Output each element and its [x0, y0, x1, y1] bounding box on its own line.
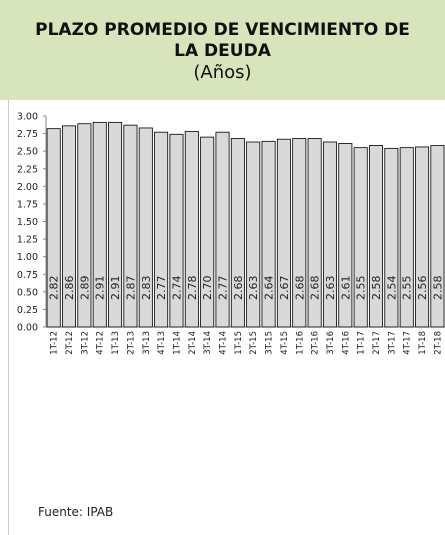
bar	[108, 121, 123, 328]
x-tick-label: 1T-12	[50, 331, 60, 355]
bar	[154, 131, 169, 328]
y-tick-label: 0.50	[17, 287, 38, 298]
y-tick-label: 0.75	[17, 270, 38, 281]
x-tick-label: 3T-13	[142, 331, 152, 355]
bar	[307, 138, 322, 328]
x-tick-label: 3T-12	[80, 331, 90, 355]
data-label: 2.83	[140, 276, 153, 301]
x-tick-label: 3T-16	[326, 331, 336, 355]
data-label: 2.68	[293, 276, 306, 301]
header: PLAZO PROMEDIO DE VENCIMIENTO DE LA DEUD…	[0, 0, 445, 100]
x-tick-label: 4T-14	[219, 331, 229, 355]
bar	[338, 143, 353, 328]
y-tick-label: 0.25	[17, 305, 38, 316]
bar	[46, 128, 61, 328]
bar	[261, 140, 276, 328]
bar	[276, 138, 291, 328]
bar	[384, 147, 399, 328]
bar	[322, 141, 337, 328]
y-tick-label: 1.00	[17, 252, 38, 263]
x-tick-label: 3T-15	[265, 331, 275, 355]
chart-frame	[8, 100, 445, 535]
x-tick-label: 1T-18	[418, 331, 428, 355]
data-label: 2.55	[355, 276, 368, 301]
x-tick-label: 3T-17	[387, 331, 397, 355]
data-label: 2.54	[385, 276, 398, 301]
data-label: 2.58	[370, 276, 383, 301]
x-tick-label: 1T-14	[172, 331, 182, 355]
x-tick-label: 4T-16	[341, 331, 351, 355]
chart-title: PLAZO PROMEDIO DE VENCIMIENTO DE LA DEUD…	[35, 20, 410, 61]
y-tick-label: 2.25	[17, 164, 38, 175]
data-label: 2.77	[217, 276, 230, 301]
x-tick-label: 4T-17	[403, 331, 413, 355]
bar	[415, 146, 430, 328]
x-tick-label: 2T-12	[65, 331, 75, 355]
y-tick-label: 3.00	[17, 112, 38, 123]
data-label: 2.58	[431, 276, 444, 301]
data-label: 2.63	[247, 276, 260, 301]
bar	[169, 133, 184, 328]
bar	[353, 147, 368, 328]
x-tick-label: 1T-16	[295, 331, 305, 355]
x-tick-label: 1T-17	[357, 331, 367, 355]
bar	[200, 136, 215, 328]
data-label: 2.77	[155, 276, 168, 301]
bar	[92, 121, 107, 328]
x-tick-label: 1T-15	[234, 331, 244, 355]
bar	[369, 145, 384, 328]
data-label: 2.91	[109, 276, 122, 301]
data-label: 2.67	[278, 276, 291, 301]
x-tick-label: 2T-14	[188, 331, 198, 355]
data-label: 2.82	[48, 276, 61, 301]
data-label: 2.68	[232, 276, 245, 301]
x-tick-label: 1T-13	[111, 331, 121, 355]
x-tick-label: 2T-17	[372, 331, 382, 355]
data-label: 2.56	[416, 276, 429, 301]
data-label: 2.68	[309, 276, 322, 301]
bar	[246, 141, 261, 328]
bar	[230, 138, 245, 328]
data-label: 2.91	[94, 276, 107, 301]
bar	[77, 123, 92, 328]
x-tick-label: 2T-18	[433, 331, 443, 355]
bar	[399, 147, 414, 328]
data-label: 2.55	[401, 276, 414, 301]
data-label: 2.70	[201, 276, 214, 301]
y-tick-label: 0.00	[17, 323, 38, 334]
data-label: 2.63	[324, 276, 337, 301]
bar	[123, 124, 138, 328]
bar	[62, 125, 77, 328]
y-tick-label: 2.00	[17, 182, 38, 193]
y-tick-label: 1.50	[17, 217, 38, 228]
x-tick-label: 2T-15	[249, 331, 259, 355]
data-label: 2.87	[124, 276, 137, 301]
x-tick-label: 4T-15	[280, 331, 290, 355]
x-tick-label: 4T-12	[96, 331, 106, 355]
x-tick-label: 2T-16	[311, 331, 321, 355]
data-label: 2.89	[78, 276, 91, 301]
data-label: 2.64	[263, 276, 276, 301]
x-tick-label: 4T-13	[157, 331, 167, 355]
y-tick-label: 1.75	[17, 199, 38, 210]
data-label: 2.86	[63, 276, 76, 301]
data-label: 2.74	[170, 276, 183, 301]
bar	[215, 131, 230, 328]
bar	[430, 145, 445, 328]
data-label: 2.78	[186, 276, 199, 301]
bar	[138, 127, 153, 328]
x-tick-label: 2T-13	[126, 331, 136, 355]
y-tick-label: 1.25	[17, 235, 38, 246]
x-tick-label: 3T-14	[203, 331, 213, 355]
bar	[292, 138, 307, 328]
source: Fuente: IPAB	[38, 505, 113, 519]
bar	[184, 131, 199, 328]
y-tick-label: 2.50	[17, 147, 38, 158]
y-tick-label: 2.75	[17, 129, 38, 140]
chart-subtitle: (Años)	[193, 62, 252, 83]
data-label: 2.61	[339, 276, 352, 301]
